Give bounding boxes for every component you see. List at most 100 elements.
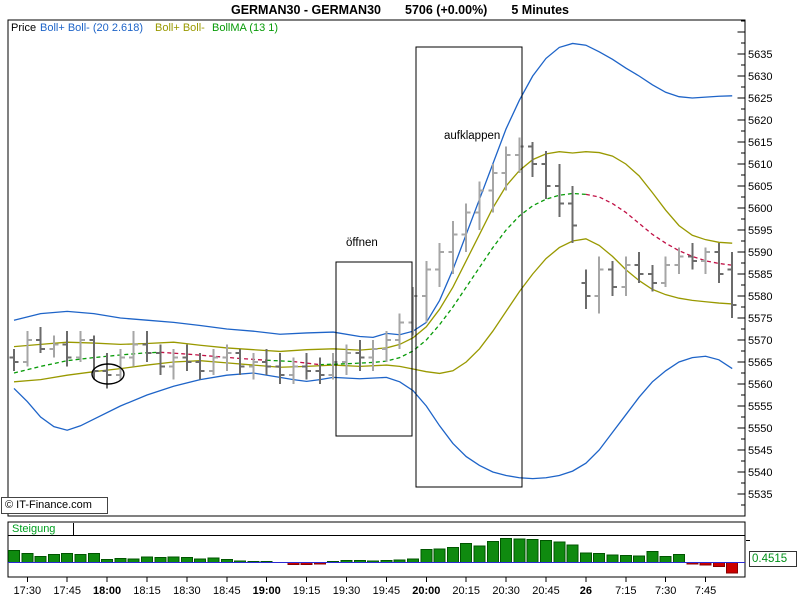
- bollma-dashed-red: [293, 360, 320, 366]
- histogram-bar-up: [460, 543, 473, 563]
- histogram-bar-up: [154, 557, 167, 563]
- chart-title: GERMAN30 - GERMAN30 5706 (+0.00%) 5 Minute…: [0, 3, 800, 17]
- histogram-bar-up: [74, 554, 87, 563]
- x-tick-label: 7:30: [655, 585, 676, 597]
- histogram-bar-up: [606, 554, 619, 563]
- histogram-bar-up: [566, 544, 579, 563]
- histogram-bar-up: [553, 541, 566, 563]
- x-tick-label: 20:30: [492, 585, 520, 597]
- x-tick-label: 18:30: [173, 585, 201, 597]
- annotation-ellipse: [91, 363, 125, 385]
- x-tick-label: 19:30: [333, 585, 361, 597]
- x-tick-label: 20:15: [452, 585, 480, 597]
- bollma-dashed-green: [319, 192, 586, 366]
- y-tick-label: 5580: [748, 291, 772, 303]
- price-plot-frame: [7, 19, 746, 517]
- y-tick-label: 5575: [748, 313, 772, 325]
- histogram-bar-up: [673, 554, 685, 563]
- y-tick-label: 5570: [748, 335, 772, 347]
- histogram-bar-up: [473, 545, 486, 563]
- annotation-oeffnen-box: [335, 261, 413, 437]
- histogram-bar-up: [141, 556, 153, 563]
- bollma-dashed-green: [266, 359, 294, 363]
- y-tick-label: 5565: [748, 357, 772, 369]
- histogram-bar-down: [726, 562, 739, 574]
- y-tick-label: 5545: [748, 445, 772, 457]
- histogram-bar-up: [526, 539, 539, 563]
- boll13-upper-line: [13, 151, 733, 353]
- histogram-bar-up: [446, 547, 459, 563]
- x-tick-label: 18:45: [213, 585, 241, 597]
- histogram-bar-up: [21, 553, 34, 563]
- x-tick-label: 7:45: [695, 585, 716, 597]
- y-tick-label: 5610: [748, 159, 772, 171]
- histogram-panel-frame: [7, 521, 746, 578]
- y-tick-label: 5620: [748, 115, 772, 127]
- y-tick-label: 5615: [748, 137, 772, 149]
- bollma-dashed-red: [160, 351, 267, 361]
- y-tick-label: 5600: [748, 203, 772, 215]
- histogram-bar-up: [87, 553, 100, 563]
- x-tick-label: 19:15: [293, 585, 321, 597]
- histogram-bar-up: [593, 553, 606, 563]
- x-tick-label: 18:00: [93, 585, 121, 597]
- y-tick-label: 5555: [748, 401, 772, 413]
- x-tick-label: 17:30: [14, 585, 42, 597]
- steigung-panel-label: Steigung: [9, 523, 74, 535]
- histogram-bar-up: [619, 555, 632, 563]
- y-tick-label: 5625: [748, 93, 772, 105]
- boll20-lower-line: [13, 355, 733, 480]
- legend-price: Price: [11, 22, 37, 34]
- bollma-dashed-red: [585, 193, 733, 266]
- y-tick-label: 5605: [748, 181, 772, 193]
- annotation-label: öffnen: [346, 237, 378, 249]
- histogram-bar-up: [579, 552, 592, 563]
- histogram-bar-up: [500, 538, 513, 563]
- legend-boll20: Boll+ Boll- (20 2.618): [40, 22, 144, 34]
- x-tick-label: 26: [580, 585, 592, 597]
- steigung-value-badge: 0.4515: [749, 551, 797, 567]
- itfinance-watermark: © IT-Finance.com: [1, 497, 108, 514]
- x-tick-label: 19:00: [253, 585, 281, 597]
- title-symbol: GERMAN30 - GERMAN30: [230, 3, 381, 17]
- title-timeframe: 5 Minutes: [511, 3, 570, 17]
- x-tick-label: 17:45: [53, 585, 81, 597]
- y-tick-label: 5585: [748, 269, 772, 281]
- histogram-bar-up: [180, 557, 193, 563]
- y-tick-label: 5540: [748, 467, 772, 479]
- y-tick-label: 5630: [748, 71, 772, 83]
- x-tick-label: 19:45: [373, 585, 401, 597]
- y-tick-label: 5560: [748, 379, 772, 391]
- annotation-aufklappen-box: [415, 46, 523, 488]
- x-tick-label: 20:00: [412, 585, 440, 597]
- histogram-bar-up: [420, 549, 433, 563]
- histogram-bar-up: [61, 553, 74, 563]
- y-tick-label: 5635: [748, 49, 772, 61]
- histogram-bar-up: [207, 557, 220, 563]
- title-last-value: 5706 (+0.00%): [405, 3, 488, 17]
- histogram-bar-up: [633, 555, 646, 563]
- histogram-bar-up: [486, 541, 499, 563]
- histogram-bar-up: [433, 548, 446, 563]
- boll20-upper-line: [13, 42, 733, 339]
- histogram-bar-up: [540, 540, 552, 563]
- histogram-bar-up: [8, 550, 20, 563]
- histogram-bar-up: [34, 556, 47, 563]
- legend-boll13: Boll+ Boll-: [155, 22, 205, 34]
- x-tick-label: 7:15: [615, 585, 636, 597]
- x-tick-label: 20:45: [532, 585, 560, 597]
- y-tick-label: 5590: [748, 247, 772, 259]
- histogram-bar-up: [47, 554, 60, 563]
- histogram-bar-up: [167, 556, 180, 563]
- y-tick-label: 5595: [748, 225, 772, 237]
- x-tick-label: 18:15: [133, 585, 161, 597]
- y-tick-label: 5550: [748, 423, 772, 435]
- histogram-bar-up: [513, 538, 526, 563]
- annotation-label: aufklappen: [444, 130, 500, 142]
- bollma-dashed-green: [13, 351, 161, 374]
- y-tick-label: 5535: [748, 489, 772, 501]
- legend-bollma: BollMA (13 1): [212, 22, 279, 34]
- histogram-bar-up: [659, 556, 672, 563]
